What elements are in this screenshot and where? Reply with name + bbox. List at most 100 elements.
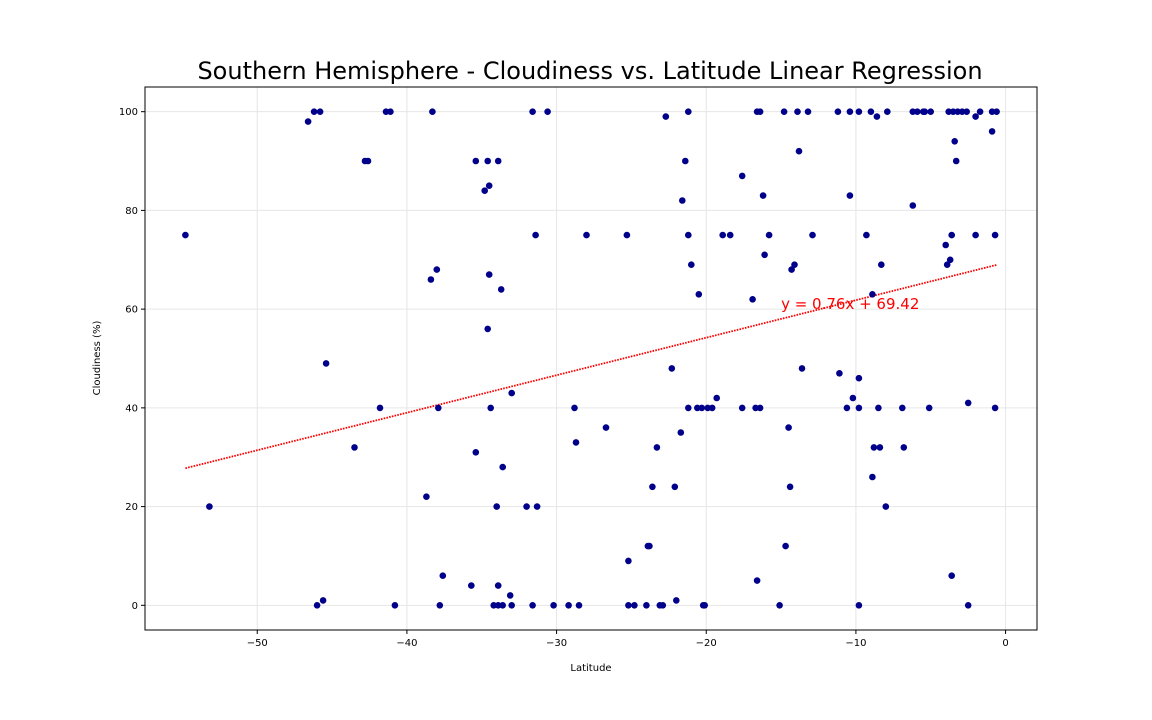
- data-point: [497, 286, 505, 293]
- data-point: [738, 172, 746, 180]
- data-point: [878, 261, 885, 269]
- data-point: [322, 360, 330, 367]
- data-point: [855, 404, 863, 412]
- y-tick-label: 60: [125, 305, 138, 316]
- regression-line-group: [185, 264, 997, 470]
- data-point: [484, 157, 492, 165]
- grid: [145, 87, 1037, 630]
- y-tick-label: 40: [125, 403, 138, 414]
- data-point: [698, 404, 706, 412]
- data-point: [439, 572, 447, 579]
- data-point: [572, 439, 580, 446]
- data-point: [873, 113, 881, 120]
- data-point: [506, 592, 514, 599]
- data-point: [485, 271, 493, 278]
- data-point: [182, 231, 189, 239]
- data-point: [791, 261, 798, 269]
- data-point: [602, 424, 610, 431]
- data-point: [646, 542, 653, 550]
- data-point: [565, 602, 572, 609]
- y-tick-label: 80: [125, 206, 138, 217]
- data-point: [625, 557, 632, 565]
- data-point: [713, 394, 720, 402]
- data-point: [685, 231, 692, 239]
- data-point: [846, 108, 854, 115]
- y-tick-label: 0: [132, 601, 138, 612]
- x-tick-label: −20: [696, 638, 717, 649]
- x-tick-label: −30: [546, 638, 567, 649]
- data-point: [836, 370, 843, 377]
- data-point: [423, 493, 430, 501]
- data-point: [485, 182, 493, 189]
- data-point: [575, 602, 583, 609]
- data-point: [427, 276, 435, 283]
- data-point: [795, 147, 803, 155]
- data-point: [313, 602, 321, 609]
- data-point: [927, 108, 934, 115]
- data-point: [776, 602, 783, 609]
- data-point: [809, 231, 816, 239]
- plot-area-frame: [144, 86, 1038, 631]
- data-point: [991, 404, 999, 412]
- x-tick-label: −50: [247, 638, 268, 649]
- data-point: [948, 572, 955, 579]
- data-point: [487, 404, 495, 412]
- data-point: [855, 108, 863, 115]
- data-point: [481, 187, 489, 194]
- regression-line: [185, 264, 997, 470]
- data-point: [673, 597, 680, 604]
- data-point: [304, 118, 312, 125]
- data-point: [993, 108, 1000, 115]
- data-point: [550, 602, 557, 609]
- data-point: [679, 197, 686, 204]
- x-tick-label: −10: [845, 638, 866, 649]
- data-point: [662, 113, 670, 120]
- data-point: [899, 404, 906, 412]
- data-point: [643, 602, 650, 609]
- data-point: [472, 157, 480, 165]
- data-point: [631, 602, 638, 609]
- data-point: [738, 404, 746, 412]
- data-point: [756, 404, 764, 412]
- data-point: [882, 503, 890, 510]
- data-point: [351, 444, 358, 451]
- regression-equation: y = 0.76x + 69.42: [781, 295, 919, 313]
- data-point: [972, 113, 979, 120]
- data-point: [884, 108, 891, 115]
- data-point: [571, 404, 578, 412]
- data-point: [749, 296, 756, 303]
- data-point: [494, 582, 502, 589]
- data-point: [671, 483, 679, 491]
- data-point: [468, 582, 475, 589]
- data-point: [798, 365, 806, 372]
- data-point: [759, 192, 767, 199]
- data-point: [316, 108, 324, 115]
- data-point: [544, 108, 551, 115]
- data-point: [429, 108, 436, 115]
- data-point: [508, 602, 515, 609]
- data-point: [625, 602, 632, 609]
- data-point: [623, 231, 631, 239]
- x-tick-label: 0: [1002, 638, 1008, 649]
- data-point: [785, 424, 792, 431]
- data-point: [855, 374, 863, 382]
- data-point: [701, 602, 708, 609]
- data-point: [761, 251, 768, 259]
- data-point: [946, 256, 954, 264]
- data-point: [942, 241, 949, 249]
- data-point: [921, 108, 929, 115]
- data-point: [708, 404, 716, 412]
- data-point: [391, 602, 399, 609]
- data-point: [653, 444, 661, 451]
- data-point: [846, 192, 854, 199]
- data-point: [963, 108, 970, 115]
- data-point: [952, 157, 960, 165]
- data-point: [484, 325, 492, 333]
- data-point: [804, 108, 812, 115]
- data-point: [364, 157, 372, 165]
- data-point: [533, 503, 541, 510]
- data-point: [319, 597, 327, 604]
- data-point: [685, 404, 692, 412]
- chart-title: Southern Hemisphere - Cloudiness vs. Lat…: [197, 57, 982, 85]
- data-point: [948, 231, 955, 239]
